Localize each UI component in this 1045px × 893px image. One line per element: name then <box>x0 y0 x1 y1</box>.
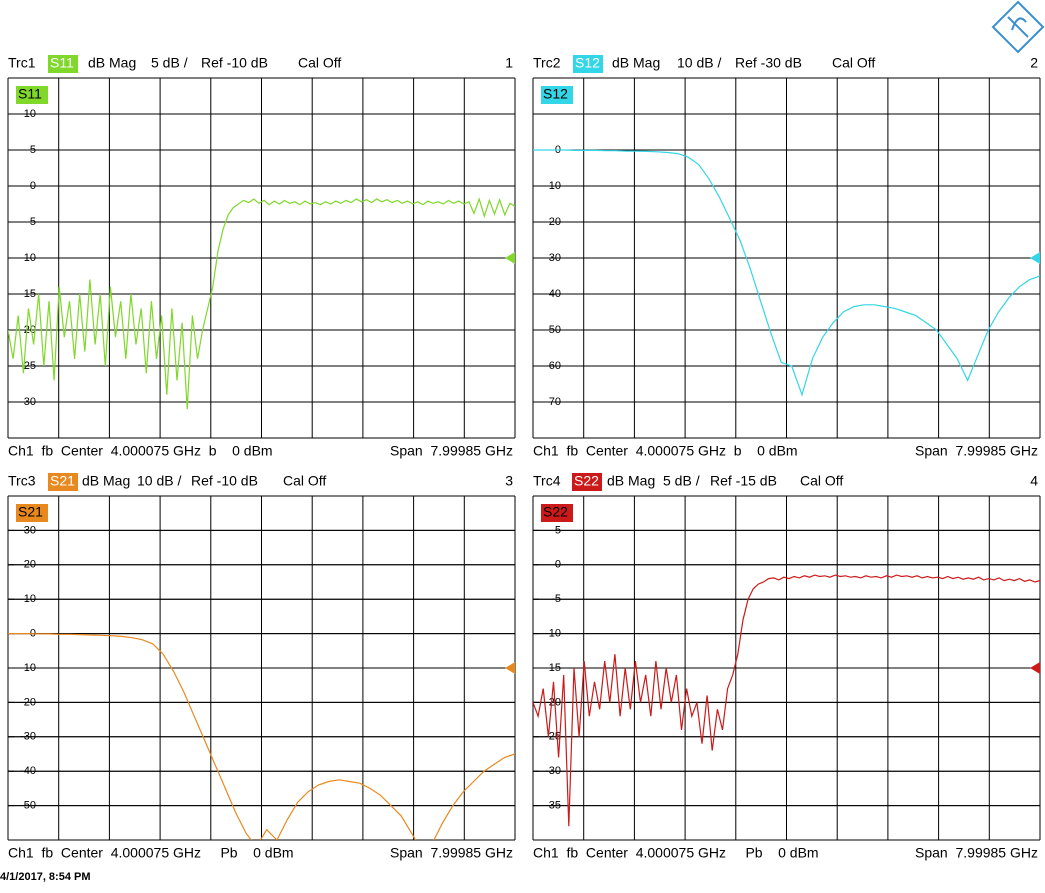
y-tick-label: -50 <box>545 324 561 336</box>
parameter-label: S11 <box>50 55 74 71</box>
y-tick-label: -20 <box>545 696 561 708</box>
trace-line <box>533 149 1040 397</box>
trace-name: Trc3 <box>8 473 36 489</box>
y-tick-label: -20 <box>545 216 561 228</box>
parameter-label: S21 <box>50 473 75 489</box>
timestamp: 4/1/2017, 8:54 PM <box>0 871 91 883</box>
y-tick-label: -40 <box>545 288 561 300</box>
y-tick-label: -30 <box>545 252 561 264</box>
scale: 5 dB / <box>151 55 188 71</box>
format: dB Mag <box>82 473 130 489</box>
format: dB Mag <box>612 55 660 71</box>
cal-status: Cal Off <box>800 473 843 489</box>
diagram-number: 3 <box>505 473 513 489</box>
channel-info: Ch1 fb Center 4.000075 GHz b 0 dBm <box>8 443 273 459</box>
y-tick-label: -30 <box>545 765 561 777</box>
y-tick-label: 10 <box>24 593 36 605</box>
span: Span 7.99985 GHz <box>915 443 1038 459</box>
y-tick-label: 20 <box>24 559 36 571</box>
y-tick-label: -10 <box>545 628 561 640</box>
trace-name: Trc4 <box>533 473 561 489</box>
legend-badge <box>541 504 573 522</box>
y-tick-label: -10 <box>20 662 36 674</box>
diagram-number: 1 <box>505 55 513 71</box>
y-tick-label: 0 <box>555 559 561 571</box>
reference: Ref -30 dB <box>735 55 802 71</box>
cal-status: Cal Off <box>283 473 326 489</box>
trace-line <box>533 574 1040 827</box>
logo <box>991 0 1045 54</box>
scale: 10 dB / <box>137 473 181 489</box>
channel-info: Ch1 fb Center 4.000075 GHz Pb 0 dBm <box>8 845 294 861</box>
y-tick-label: -50 <box>20 800 36 812</box>
y-tick-label: -5 <box>551 593 561 605</box>
y-tick-label: -40 <box>20 765 36 777</box>
y-tick-label: -10 <box>545 180 561 192</box>
diagram-number: 4 <box>1030 473 1038 489</box>
channel-info: Ch1 fb Center 4.000075 GHz b 0 dBm <box>533 443 798 459</box>
reference-marker <box>1030 662 1040 674</box>
y-tick-label: -15 <box>20 288 36 300</box>
parameter-badge <box>573 55 603 73</box>
scale: 10 dB / <box>677 55 721 71</box>
span: Span 7.99985 GHz <box>390 443 513 459</box>
legend-label: S21 <box>18 504 43 520</box>
parameter-badge <box>48 473 78 491</box>
reference-marker <box>505 662 515 674</box>
y-tick-label: 0 <box>30 180 36 192</box>
reference: Ref -15 dB <box>710 473 777 489</box>
format: dB Mag <box>88 55 136 71</box>
reference-marker <box>1030 252 1040 264</box>
legend-badge <box>541 86 573 104</box>
y-tick-label: 5 <box>555 524 561 536</box>
parameter-label: S22 <box>574 473 599 489</box>
parameter-badge <box>572 473 602 491</box>
y-tick-label: -30 <box>20 731 36 743</box>
legend-badge <box>16 504 48 522</box>
y-tick-label: -35 <box>545 800 561 812</box>
trace-line <box>8 197 515 410</box>
y-tick-label: -70 <box>545 396 561 408</box>
parameter-label: S12 <box>575 55 600 71</box>
diagram-number: 2 <box>1030 55 1038 71</box>
reference-marker <box>505 252 515 264</box>
cal-status: Cal Off <box>832 55 875 71</box>
y-tick-label: -60 <box>545 360 561 372</box>
trace-line <box>8 633 515 840</box>
y-tick-label: -5 <box>26 216 36 228</box>
legend-label: S12 <box>543 86 568 102</box>
scale: 5 dB / <box>663 473 700 489</box>
trace-name: Trc2 <box>533 55 561 71</box>
reference: Ref -10 dB <box>201 55 268 71</box>
y-tick-label: -30 <box>20 396 36 408</box>
cal-status: Cal Off <box>298 55 341 71</box>
y-tick-label: -10 <box>20 252 36 264</box>
y-tick-label: -20 <box>20 324 36 336</box>
reference: Ref -10 dB <box>191 473 258 489</box>
y-tick-label: -20 <box>20 696 36 708</box>
span: Span 7.99985 GHz <box>915 845 1038 861</box>
legend-label: S11 <box>18 86 42 102</box>
y-tick-label: 10 <box>24 108 36 120</box>
y-tick-label: -15 <box>545 662 561 674</box>
parameter-badge <box>48 55 78 73</box>
legend-badge <box>16 86 48 104</box>
format: dB Mag <box>607 473 655 489</box>
trace-name: Trc1 <box>8 55 36 71</box>
span: Span 7.99985 GHz <box>390 845 513 861</box>
y-tick-label: 30 <box>24 524 36 536</box>
legend-label: S22 <box>543 504 568 520</box>
y-tick-label: 5 <box>30 144 36 156</box>
channel-info: Ch1 fb Center 4.000075 GHz Pb 0 dBm <box>533 845 819 861</box>
